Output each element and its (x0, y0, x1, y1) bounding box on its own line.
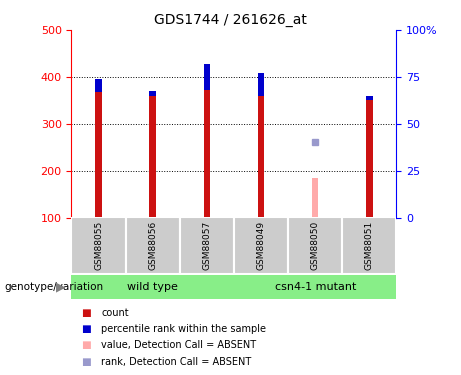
Bar (258, 73, 264, 217)
Text: ▶: ▶ (56, 280, 66, 293)
Text: count: count (101, 308, 129, 318)
Bar (149, 91, 156, 96)
Bar (95, 79, 102, 92)
Bar (71, 217, 125, 274)
Text: ■: ■ (81, 357, 90, 366)
Bar (234, 217, 288, 274)
Bar (234, 275, 396, 298)
Text: ■: ■ (81, 324, 90, 334)
Text: GSM88057: GSM88057 (202, 221, 212, 270)
Bar (288, 217, 342, 274)
Text: ■: ■ (81, 308, 90, 318)
Bar (312, 178, 319, 218)
Text: GSM88049: GSM88049 (256, 221, 266, 270)
Text: percentile rank within the sample: percentile rank within the sample (101, 324, 266, 334)
Text: rank, Detection Call = ABSENT: rank, Detection Call = ABSENT (101, 357, 252, 366)
Text: genotype/variation: genotype/variation (5, 282, 104, 292)
Bar (149, 91, 156, 218)
Text: GSM88056: GSM88056 (148, 221, 157, 270)
Text: GSM88051: GSM88051 (365, 221, 374, 270)
Bar (95, 79, 102, 218)
Bar (125, 217, 180, 274)
Text: value, Detection Call = ABSENT: value, Detection Call = ABSENT (101, 340, 256, 350)
Bar (204, 64, 210, 90)
Text: csn4-1 mutant: csn4-1 mutant (274, 282, 356, 292)
Text: wild type: wild type (127, 282, 178, 292)
Bar (342, 217, 396, 274)
Bar (258, 73, 264, 96)
Bar (204, 64, 210, 217)
Text: GSM88055: GSM88055 (94, 221, 103, 270)
Bar (366, 96, 372, 100)
Bar (71, 275, 234, 298)
Text: GDS1744 / 261626_at: GDS1744 / 261626_at (154, 13, 307, 27)
Bar (180, 217, 234, 274)
Text: ■: ■ (81, 340, 90, 350)
Bar (366, 96, 372, 218)
Text: GSM88050: GSM88050 (311, 221, 320, 270)
